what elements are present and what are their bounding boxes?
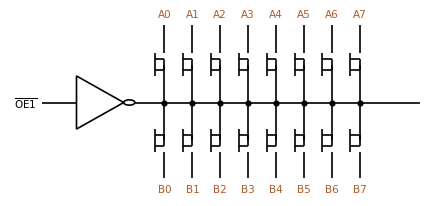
- Text: B5: B5: [297, 184, 311, 194]
- Text: B1: B1: [185, 184, 199, 194]
- Text: B4: B4: [269, 184, 283, 194]
- Text: A5: A5: [297, 10, 311, 20]
- Text: A4: A4: [269, 10, 283, 20]
- Text: B0: B0: [158, 184, 172, 194]
- Text: B6: B6: [325, 184, 339, 194]
- Text: A3: A3: [241, 10, 255, 20]
- Text: A1: A1: [185, 10, 199, 20]
- Text: A0: A0: [158, 10, 172, 20]
- Text: $\overline{\rm OE1}$: $\overline{\rm OE1}$: [14, 96, 38, 110]
- Text: B2: B2: [213, 184, 227, 194]
- Text: A6: A6: [325, 10, 339, 20]
- Text: A7: A7: [353, 10, 367, 20]
- Text: A2: A2: [213, 10, 227, 20]
- Text: B3: B3: [241, 184, 255, 194]
- Text: B7: B7: [353, 184, 367, 194]
